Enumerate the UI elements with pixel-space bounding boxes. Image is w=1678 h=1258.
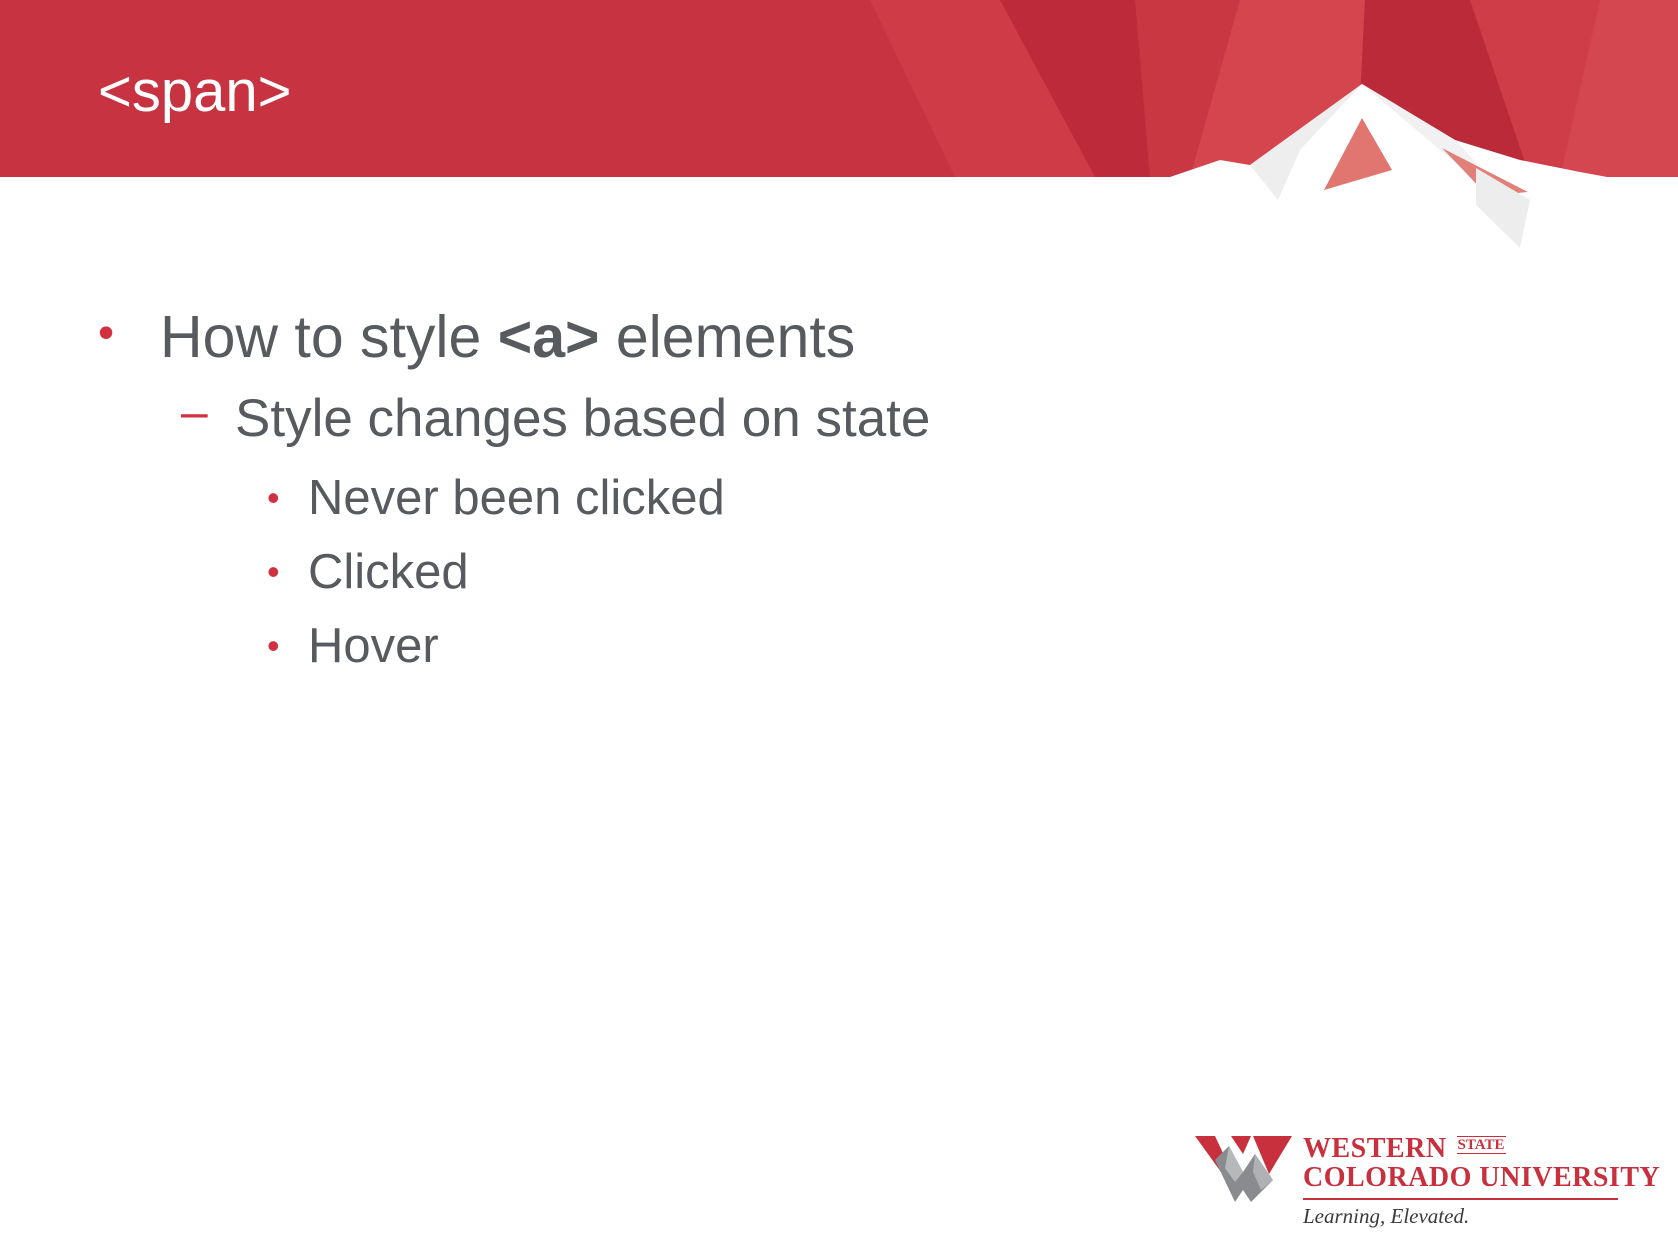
mountain-peak-accent — [1324, 118, 1392, 190]
banner-facet-7 — [1560, 0, 1678, 177]
logo-state: STATE — [1456, 1136, 1506, 1154]
university-logo: WESTERN STATE COLORADO UNIVERSITY Learnin… — [1195, 1130, 1660, 1235]
mountain-snow-right — [1362, 84, 1478, 165]
bullet-code: <a> — [497, 304, 600, 370]
bullet-level3-item: Clicked — [308, 545, 469, 599]
bullet-level3-item: Hover — [308, 619, 439, 673]
logo-tagline: Learning, Elevated. — [1303, 1204, 1470, 1228]
mountain-snow-left — [1250, 84, 1362, 200]
bullet-marker: • — [267, 477, 280, 518]
bullet-marker: • — [267, 625, 280, 666]
bullet-text-after: elements — [599, 304, 856, 370]
banner-facet-3 — [1135, 0, 1240, 177]
bullet-marker: • — [267, 551, 280, 592]
bullet-level2: Style changes based on state — [235, 389, 931, 448]
banner-facet-6 — [1470, 0, 1600, 177]
logo-wordmark-line1: WESTERN STATE — [1303, 1133, 1506, 1165]
mountain-shadow — [1476, 168, 1530, 248]
bullet-level1: How to style <a> elements — [160, 302, 855, 373]
mountain-w-icon — [1195, 1136, 1292, 1202]
mountain-white — [1170, 84, 1678, 190]
bullet-level3-item: Never been clicked — [308, 471, 725, 525]
header-banner — [0, 0, 1678, 248]
logo-divider — [1303, 1198, 1618, 1200]
bullet-text-before: How to style — [160, 304, 498, 370]
mountain-ridge-accent — [1442, 148, 1528, 196]
slide-title: <span> — [98, 59, 292, 124]
banner-facet-1 — [870, 0, 1095, 177]
dash-marker: – — [181, 386, 208, 439]
logo-wordmark-line2: COLORADO UNIVERSITY — [1303, 1162, 1661, 1193]
bullet-marker: • — [98, 306, 115, 358]
logo-western: WESTERN — [1303, 1133, 1447, 1164]
